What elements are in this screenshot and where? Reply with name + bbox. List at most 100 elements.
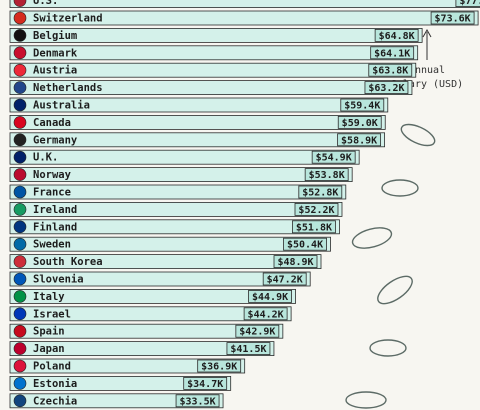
flag <box>13 185 27 199</box>
bar <box>9 62 417 78</box>
flag <box>13 255 27 268</box>
flag <box>13 150 27 164</box>
value-label: $47.2K <box>267 275 303 286</box>
flag <box>13 203 27 216</box>
bar <box>9 341 275 357</box>
category-label: Slovenia <box>33 274 84 286</box>
flag <box>13 342 27 355</box>
coin <box>345 391 387 409</box>
value-box <box>337 116 382 129</box>
coin <box>369 339 407 357</box>
bar <box>9 271 311 287</box>
value-label: $77.5K <box>459 0 480 7</box>
flag <box>13 290 27 303</box>
coin <box>400 123 436 147</box>
value-box <box>430 11 475 25</box>
value-label: $42.9K <box>239 327 275 338</box>
flag <box>13 394 27 408</box>
value-box <box>248 289 292 303</box>
flag <box>13 81 27 94</box>
coin <box>351 227 393 249</box>
value-label: $63.2K <box>368 83 404 94</box>
value-label: $51.8K <box>296 222 332 233</box>
category-label: Netherlands <box>33 82 103 94</box>
bar <box>9 254 322 270</box>
value-box <box>175 394 220 408</box>
coin <box>377 275 413 305</box>
category-label: Belgium <box>33 30 77 42</box>
value-box <box>364 81 409 94</box>
flag <box>13 46 27 60</box>
value-label: $44.9K <box>252 292 288 303</box>
value-label: $41.5K <box>230 344 266 355</box>
bar <box>9 115 386 130</box>
value-box <box>292 220 336 234</box>
decoration <box>345 28 436 409</box>
category-label: Ireland <box>33 204 77 216</box>
category-label: Denmark <box>33 47 78 59</box>
category-label: Switzerland <box>33 13 103 25</box>
flag <box>13 377 27 390</box>
category-label: Italy <box>33 291 65 303</box>
bar <box>9 306 292 322</box>
category-label: Norway <box>33 169 72 181</box>
category-label: Poland <box>33 361 71 373</box>
value-box <box>337 133 382 147</box>
annotation: Salary (USD) <box>391 79 463 90</box>
flag <box>13 29 27 42</box>
bar <box>9 288 296 304</box>
flag <box>13 98 27 112</box>
value-label: $59.4K <box>344 101 380 112</box>
value-label: $63.8K <box>372 66 408 77</box>
bar <box>9 219 340 235</box>
bar <box>9 358 246 374</box>
value-label: $58.9K <box>341 135 377 146</box>
bar <box>9 201 343 217</box>
bar <box>9 375 232 391</box>
flag <box>13 359 27 373</box>
value-label: $44.2K <box>248 309 284 320</box>
category-label: Japan <box>33 343 65 355</box>
value-label: $52.2K <box>298 205 334 216</box>
value-label: $33.5K <box>179 396 215 407</box>
flag <box>13 11 27 25</box>
value-box <box>304 168 349 182</box>
category-label: Israel <box>33 308 71 320</box>
value-box <box>455 0 480 7</box>
bar <box>9 236 331 252</box>
value-label: $59.0K <box>342 118 378 129</box>
flag <box>13 307 27 321</box>
flag <box>13 168 27 181</box>
value-box <box>197 359 242 373</box>
flag <box>13 0 27 7</box>
category-label: Canada <box>33 117 71 129</box>
category-label: Austria <box>33 65 77 77</box>
value-label: $34.7K <box>187 379 223 390</box>
value-box <box>283 237 327 251</box>
category-label: Sweden <box>33 239 71 251</box>
value-box <box>262 272 307 286</box>
coin <box>381 179 419 197</box>
bar <box>9 149 360 165</box>
flag <box>13 116 27 129</box>
value-label: $73.6K <box>435 14 471 25</box>
bar <box>9 167 353 183</box>
flag <box>13 220 27 234</box>
value-box <box>298 185 343 199</box>
category-label: Czechia <box>33 395 77 407</box>
value-box <box>370 46 415 60</box>
bar <box>9 132 386 148</box>
value-box <box>183 376 228 390</box>
bar <box>9 80 413 95</box>
bar <box>9 10 479 26</box>
category-label: U.K. <box>33 152 58 164</box>
value-box <box>368 63 413 77</box>
value-label: $50.4K <box>287 240 323 251</box>
value-label: $54.9K <box>316 153 352 164</box>
value-box <box>374 28 419 42</box>
flag <box>13 63 27 77</box>
value-box <box>243 307 288 321</box>
category-label: Australia <box>33 100 90 112</box>
value-label: $48.9K <box>277 257 313 268</box>
value-label: $53.8K <box>309 170 345 181</box>
